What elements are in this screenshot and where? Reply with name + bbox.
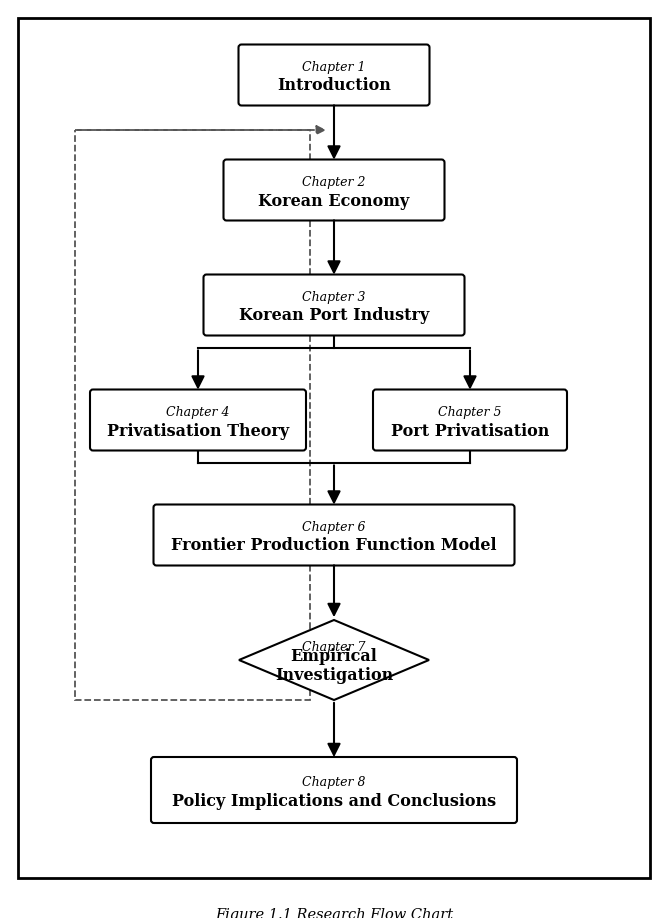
FancyBboxPatch shape xyxy=(224,160,444,220)
FancyBboxPatch shape xyxy=(373,389,567,451)
FancyBboxPatch shape xyxy=(90,389,306,451)
Text: Chapter 7: Chapter 7 xyxy=(302,642,366,655)
Text: Chapter 1: Chapter 1 xyxy=(302,62,366,74)
Text: Frontier Production Function Model: Frontier Production Function Model xyxy=(171,538,497,554)
Text: Introduction: Introduction xyxy=(277,77,391,95)
Text: Korean Economy: Korean Economy xyxy=(259,193,409,209)
FancyBboxPatch shape xyxy=(151,757,517,823)
Text: Chapter 3: Chapter 3 xyxy=(302,291,366,305)
Polygon shape xyxy=(239,620,429,700)
Bar xyxy=(75,130,310,700)
Text: Chapter 4: Chapter 4 xyxy=(166,407,230,420)
Text: Chapter 2: Chapter 2 xyxy=(302,176,366,189)
Text: Chapter 5: Chapter 5 xyxy=(438,407,502,420)
Text: Chapter 6: Chapter 6 xyxy=(302,521,366,534)
Text: Figure 1.1 Research Flow Chart: Figure 1.1 Research Flow Chart xyxy=(215,908,453,918)
Text: Policy Implications and Conclusions: Policy Implications and Conclusions xyxy=(172,793,496,811)
Text: Chapter 8: Chapter 8 xyxy=(302,776,366,789)
Text: Empirical
Investigation: Empirical Investigation xyxy=(275,648,393,684)
Text: Korean Port Industry: Korean Port Industry xyxy=(239,308,429,324)
FancyBboxPatch shape xyxy=(204,274,464,335)
FancyBboxPatch shape xyxy=(154,505,514,565)
FancyBboxPatch shape xyxy=(238,44,430,106)
Text: Privatisation Theory: Privatisation Theory xyxy=(107,422,289,440)
Text: Port Privatisation: Port Privatisation xyxy=(391,422,549,440)
